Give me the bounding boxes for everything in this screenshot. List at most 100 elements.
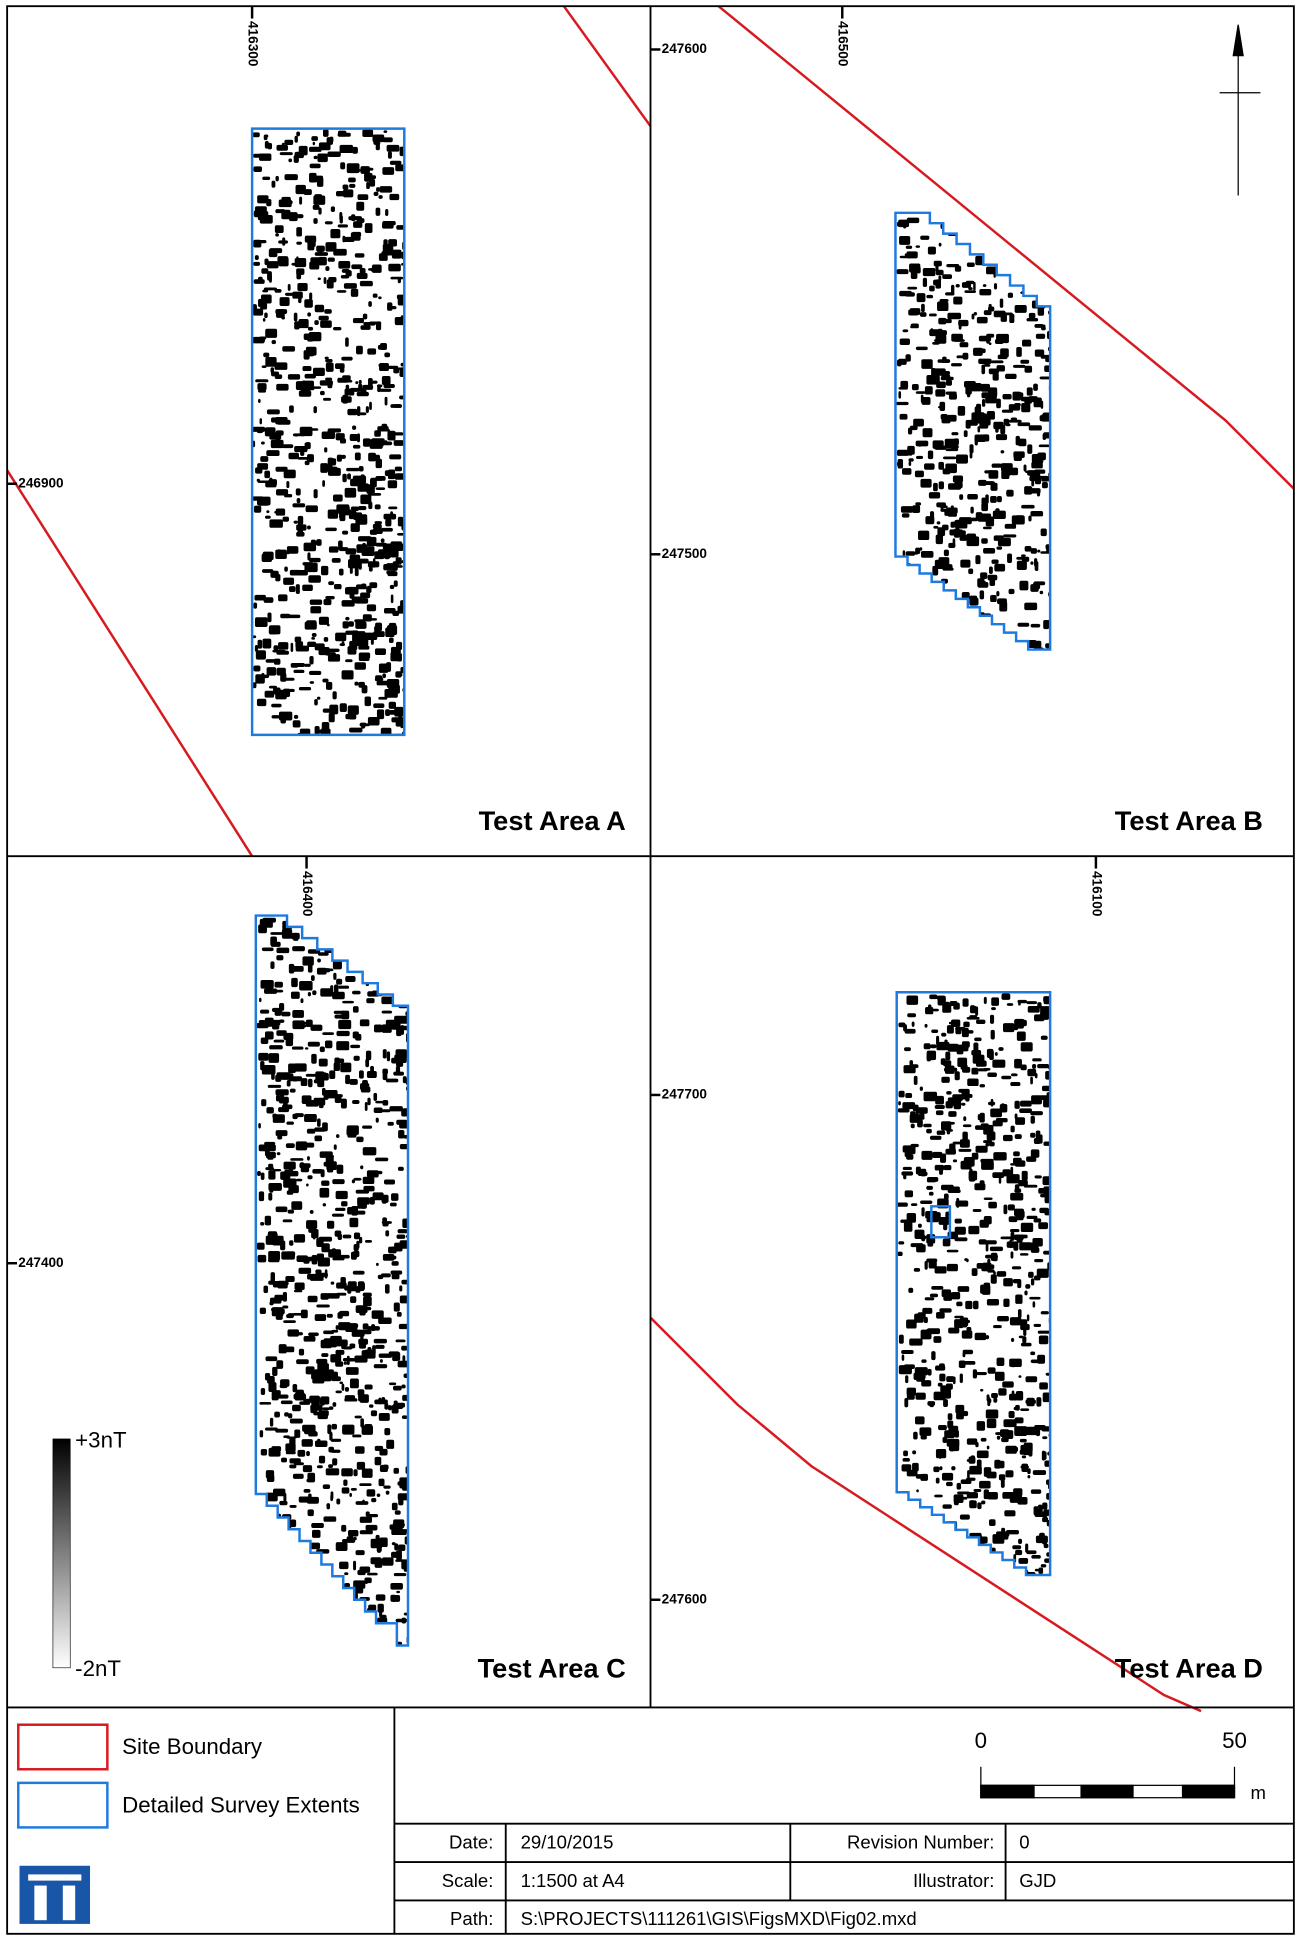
anomaly [1032,454,1044,463]
anomaly [323,599,331,605]
anomaly [1030,1077,1033,1085]
anomaly [914,1543,925,1549]
anomaly [1011,1359,1015,1367]
anomaly [936,1110,944,1115]
anomaly [920,1169,926,1177]
anomaly [898,1252,903,1256]
anomaly [343,927,346,930]
anomaly [973,1043,978,1052]
anomaly [390,1583,402,1590]
anomaly [954,339,965,342]
anomaly [265,691,275,698]
anomaly [320,391,325,395]
anomaly [925,585,929,594]
anomaly [1018,1558,1028,1564]
anomaly [312,990,316,995]
anomaly [1030,1133,1035,1138]
anomaly [272,1391,279,1401]
anomaly [392,1542,396,1545]
anomaly [365,1384,373,1389]
anomaly [291,1560,297,1569]
panel-title: Test Area B [1115,805,1263,836]
anomaly [283,1546,288,1555]
anomaly [366,484,374,494]
anomaly [401,1025,404,1035]
anomaly [276,1360,283,1369]
anomaly [322,916,327,924]
anomaly [931,1351,935,1360]
anomaly [378,364,383,367]
anomaly [1013,392,1022,401]
anomaly [984,1283,991,1290]
anomaly [264,134,268,140]
anomaly [907,1013,916,1017]
anomaly [364,1424,372,1427]
anomaly [363,1613,376,1620]
anomaly [912,1021,915,1026]
anomaly [360,1165,363,1169]
anomaly [920,643,926,651]
anomaly [1027,1314,1029,1321]
anomaly [276,1645,286,1655]
anomaly [903,1167,912,1170]
anomaly [289,405,294,412]
anomaly [383,564,395,570]
anomaly [1002,394,1011,399]
anomaly [1020,291,1029,294]
anomaly [943,469,951,475]
anomaly [299,1552,310,1560]
anomaly [901,1350,913,1354]
anomaly [393,917,398,924]
anomaly [985,494,988,503]
anomaly [923,606,926,610]
anomaly [944,550,949,557]
anomaly [994,1460,1000,1469]
anomaly [358,536,371,541]
anomaly [340,952,352,958]
anomaly [914,1508,918,1511]
anomaly [309,262,319,270]
anomaly [307,1129,315,1134]
anomaly [375,1457,382,1465]
anomaly [1011,417,1017,421]
anomaly [263,981,273,988]
anomaly [997,496,1002,502]
anomaly [288,1064,296,1073]
anomaly [931,1030,938,1033]
anomaly [898,595,909,600]
anomaly [358,384,362,389]
anomaly [940,299,949,302]
anomaly [330,229,340,238]
anomaly [311,975,315,981]
anomaly [926,1524,931,1531]
anomaly [361,1309,365,1316]
anomaly [366,587,371,593]
anomaly [371,1410,377,1416]
anomaly [267,613,271,623]
anomaly [1035,477,1041,484]
anomaly [959,494,963,500]
anomaly [921,395,924,403]
anomaly [1044,365,1053,372]
anomaly [1029,425,1042,430]
anomaly [286,481,289,488]
anomaly [953,297,962,305]
anomaly [358,1339,368,1345]
anomaly [967,1438,977,1444]
easting-label: 416400 [300,871,315,916]
anomaly [354,1244,359,1251]
anomaly [302,932,313,936]
anomaly [313,218,317,224]
anomaly [943,1239,951,1247]
anomaly [339,1600,348,1605]
anomaly [968,233,976,242]
anomaly [936,1036,939,1046]
anomaly [944,415,957,422]
anomaly [332,1257,344,1260]
anomaly [938,406,944,408]
anomaly [333,495,343,502]
anomaly [329,941,341,945]
anomaly [255,379,268,382]
anomaly [343,184,349,189]
anomaly [1022,1171,1028,1181]
